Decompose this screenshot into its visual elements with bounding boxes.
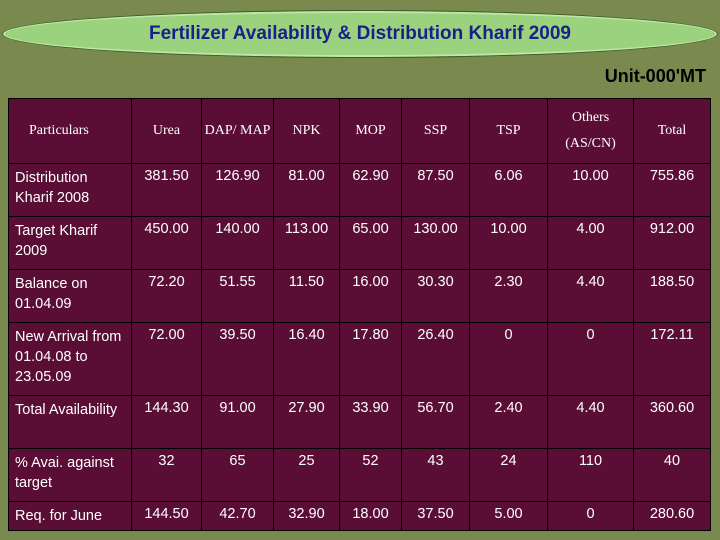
table-cell: 130.00: [401, 216, 470, 270]
table-row: % Avai. against target 32 65 25 52 43 24 110 40: [8, 448, 711, 502]
table-cell: 42.70: [201, 501, 274, 531]
table-cell: 912.00: [633, 216, 711, 270]
table-cell: 6.06: [469, 163, 548, 217]
table-cell: 65: [201, 448, 274, 502]
table-cell: 10.00: [547, 163, 634, 217]
table-cell: 30.30: [401, 269, 470, 323]
table-cell: 65.00: [339, 216, 402, 270]
table-cell: 52: [339, 448, 402, 502]
table-row: Balance on 01.04.09 72.20 51.55 11.50 16.00 3…: [8, 269, 711, 323]
table-cell: 0: [469, 322, 548, 396]
row-label: Total Availability: [8, 395, 132, 449]
table-cell: 16.00: [339, 269, 402, 323]
table-cell: 91.00: [201, 395, 274, 449]
page-title: Fertilizer Availability & Distribution K…: [149, 23, 571, 44]
unit-label: Unit-000'MT: [604, 66, 706, 86]
table-cell: 51.55: [201, 269, 274, 323]
table-cell: 360.60: [633, 395, 711, 449]
header-dap: DAP/ MAP: [201, 98, 274, 164]
header-particulars: Particulars: [8, 98, 132, 164]
table-cell: 24: [469, 448, 548, 502]
table-cell: 17.80: [339, 322, 402, 396]
row-label: Balance on 01.04.09: [8, 269, 132, 323]
table-cell: 188.50: [633, 269, 711, 323]
table-cell: 39.50: [201, 322, 274, 396]
table-cell: 43: [401, 448, 470, 502]
header-mop: MOP: [339, 98, 402, 164]
title-banner: Fertilizer Availability & Distribution K…: [2, 10, 718, 58]
table-cell: 37.50: [401, 501, 470, 531]
header-others-top: Others: [571, 110, 610, 125]
table-cell: 450.00: [131, 216, 202, 270]
table-cell: 113.00: [273, 216, 340, 270]
row-label: Distribution Kharif 2008: [8, 163, 132, 217]
table-cell: 144.50: [131, 501, 202, 531]
table-cell: 126.90: [201, 163, 274, 217]
table-row: New Arrival from 01.04.08 to 23.05.09 72.…: [8, 322, 711, 396]
table-cell: 2.30: [469, 269, 548, 323]
table-cell: 0: [547, 501, 634, 531]
table-cell: 280.60: [633, 501, 711, 531]
row-label: Req. for June: [8, 501, 132, 531]
table-cell: 25: [273, 448, 340, 502]
table-cell: 87.50: [401, 163, 470, 217]
table-cell: 18.00: [339, 501, 402, 531]
table-container: Particulars Urea DAP/ MAP NPK MOP SSP TS…: [8, 98, 711, 531]
table-row: Target Kharif 2009 450.00 140.00 113.00 65.0…: [8, 216, 711, 270]
table-cell: 26.40: [401, 322, 470, 396]
table-cell: 72.00: [131, 322, 202, 396]
header-urea: Urea: [131, 98, 202, 164]
table-cell: 4.00: [547, 216, 634, 270]
table-cell: 755.86: [633, 163, 711, 217]
table-row: Total Availability 144.30 91.00 27.90 33.90 5…: [8, 395, 711, 449]
table-cell: 56.70: [401, 395, 470, 449]
header-npk: NPK: [273, 98, 340, 164]
table-cell: 0: [547, 322, 634, 396]
header-others: Others (AS/CN): [547, 98, 634, 164]
table-cell: 32.90: [273, 501, 340, 531]
table-cell: 144.30: [131, 395, 202, 449]
table-cell: 4.40: [547, 395, 634, 449]
row-label: New Arrival from 01.04.08 to 23.05.09: [8, 322, 132, 396]
header-tsp: TSP: [469, 98, 548, 164]
table-cell: 32: [131, 448, 202, 502]
table-cell: 381.50: [131, 163, 202, 217]
table-cell: 40: [633, 448, 711, 502]
table-cell: 72.20: [131, 269, 202, 323]
table-cell: 110: [547, 448, 634, 502]
table-cell: 11.50: [273, 269, 340, 323]
fertilizer-table: Particulars Urea DAP/ MAP NPK MOP SSP TS…: [8, 98, 711, 531]
row-label: % Avai. against target: [8, 448, 132, 502]
table-cell: 5.00: [469, 501, 548, 531]
table-cell: 16.40: [273, 322, 340, 396]
table-cell: 4.40: [547, 269, 634, 323]
header-row: Particulars Urea DAP/ MAP NPK MOP SSP TS…: [8, 98, 711, 164]
table-row: Distribution Kharif 2008 381.50 126.90 81.0…: [8, 163, 711, 217]
header-ssp: SSP: [401, 98, 470, 164]
table-cell: 81.00: [273, 163, 340, 217]
table-cell: 62.90: [339, 163, 402, 217]
table-cell: 33.90: [339, 395, 402, 449]
table-cell: 172.11: [633, 322, 711, 396]
table-cell: 27.90: [273, 395, 340, 449]
row-label: Target Kharif 2009: [8, 216, 132, 270]
table-cell: 10.00: [469, 216, 548, 270]
header-total: Total: [633, 98, 711, 164]
table-cell: 140.00: [201, 216, 274, 270]
header-others-bottom: (AS/CN): [565, 136, 616, 151]
table-cell: 2.40: [469, 395, 548, 449]
table-row: Req. for June 144.50 42.70 32.90 18.00 37.50 5…: [8, 501, 711, 531]
